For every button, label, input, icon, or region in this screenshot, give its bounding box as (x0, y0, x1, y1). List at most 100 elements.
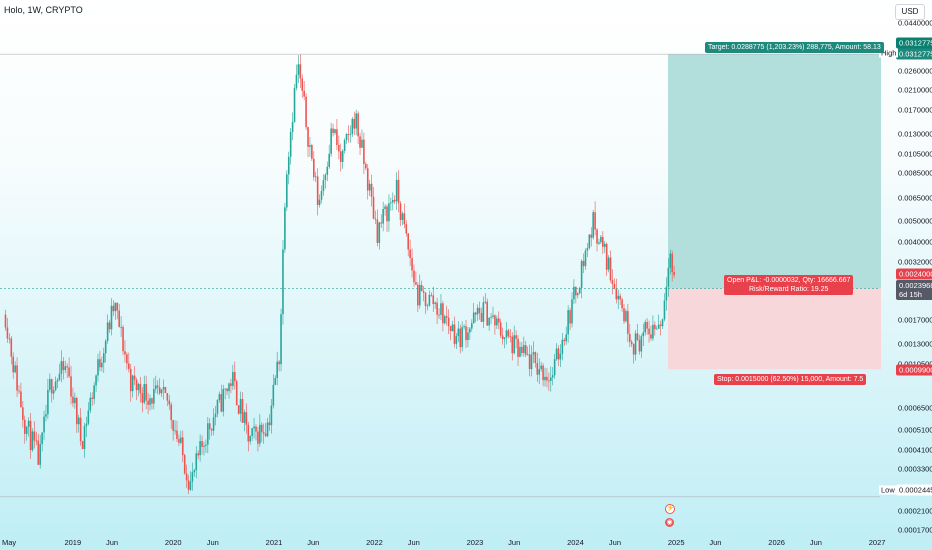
candle (627, 303, 629, 343)
earnings-icon[interactable]: ◉ (665, 518, 674, 527)
candle (409, 239, 411, 267)
candle (534, 351, 537, 368)
candle (147, 392, 149, 415)
candle (193, 468, 196, 477)
x-tick-label: 2026 (768, 538, 785, 547)
candle (212, 408, 215, 436)
candle (428, 290, 431, 307)
candle (43, 410, 45, 440)
candle (438, 308, 440, 320)
lightning-icon[interactable]: ⚡ (665, 504, 675, 514)
candle (405, 220, 408, 237)
candle (636, 323, 639, 341)
candle (551, 367, 554, 386)
candle (282, 240, 284, 325)
position-zones (668, 54, 881, 370)
candle (563, 337, 566, 346)
candle (259, 414, 261, 447)
y-tick-label: 0.0440000 (898, 18, 932, 28)
candle (380, 214, 383, 228)
candle (613, 278, 616, 290)
candle (312, 151, 315, 181)
candle (52, 386, 55, 400)
candle (611, 269, 614, 295)
current-price-badge: 0.0023968 6d 15h (896, 280, 932, 300)
candle (453, 316, 456, 348)
candle (18, 385, 20, 395)
candle (4, 309, 7, 331)
candle (72, 387, 74, 408)
candle (153, 378, 155, 410)
candle (600, 235, 602, 245)
candle (540, 361, 542, 372)
candle (99, 350, 101, 372)
y-tick-label: 0.0032000 (898, 257, 932, 267)
candle (135, 377, 138, 401)
candle (586, 242, 589, 258)
candle (120, 316, 122, 338)
candle (268, 414, 271, 431)
candle (199, 434, 201, 462)
candle (320, 185, 323, 204)
candle (66, 363, 68, 379)
candle (278, 359, 280, 372)
candle (602, 231, 604, 255)
candle (623, 303, 625, 324)
candle (83, 422, 86, 458)
stop-info-label: Stop: 0.0015000 (62.50%) 15,000, Amount:… (714, 374, 867, 385)
candle (332, 123, 334, 137)
candle (226, 387, 228, 395)
candle (33, 421, 36, 449)
candle (270, 398, 273, 434)
candle (116, 302, 119, 320)
candle (418, 274, 421, 309)
candle (526, 346, 529, 356)
candle (75, 396, 78, 433)
x-tick-label: Jun (709, 538, 722, 547)
candle (654, 321, 656, 336)
candle (497, 311, 500, 330)
candle (314, 171, 317, 183)
candle (422, 286, 425, 302)
candle (145, 375, 147, 410)
candle (237, 405, 240, 415)
candle (205, 439, 207, 453)
candle (178, 434, 180, 446)
candle (517, 334, 519, 367)
candle (598, 238, 600, 246)
candle (322, 174, 325, 196)
candle (548, 372, 550, 391)
candle (31, 428, 34, 452)
x-tick-label: Jun (608, 538, 622, 547)
candle (459, 324, 462, 354)
candle (480, 307, 483, 323)
currency-button[interactable]: USD (895, 4, 925, 20)
x-tick-label: 2022 (366, 538, 383, 547)
candle (472, 303, 475, 324)
candle (20, 382, 22, 408)
candle (546, 368, 548, 388)
candle (303, 80, 305, 101)
candle (164, 386, 167, 394)
candle (652, 315, 654, 341)
x-tick-label: May (2, 538, 17, 547)
candle (361, 129, 363, 148)
candle (185, 464, 188, 488)
candle (549, 366, 552, 392)
candle (393, 195, 396, 205)
candle (50, 378, 53, 403)
candle (233, 361, 236, 390)
candle (60, 350, 63, 383)
candle (365, 161, 367, 171)
candle (27, 417, 30, 437)
candle (224, 388, 226, 400)
candle (128, 352, 130, 373)
candle (110, 298, 113, 336)
candle (251, 427, 253, 441)
candle (162, 379, 165, 400)
candle (74, 392, 76, 409)
candle (368, 179, 371, 196)
candle (41, 432, 43, 452)
candle (530, 345, 533, 377)
